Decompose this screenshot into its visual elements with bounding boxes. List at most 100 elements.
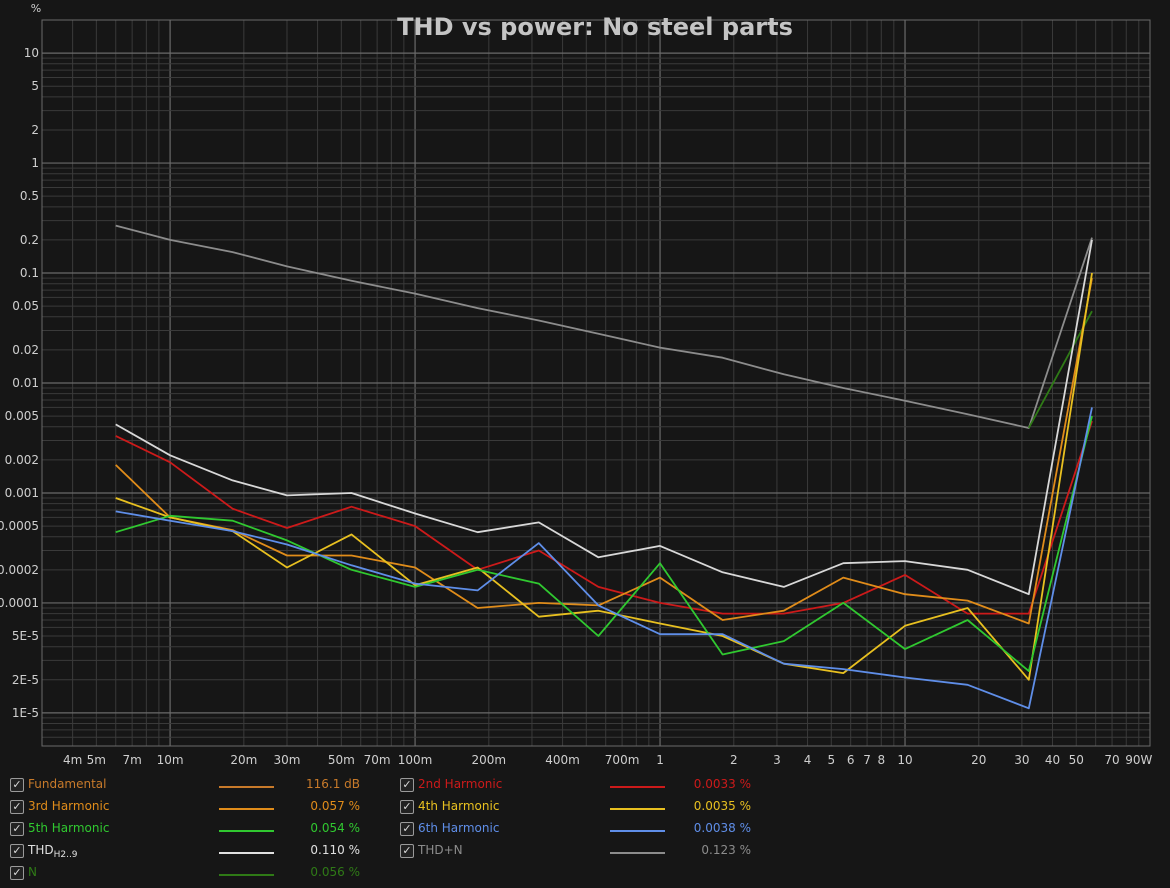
legend-item-4th-harmonic: ✓ 4th Harmonic 0.0035 % bbox=[0, 798, 1170, 820]
y-tick-label: 0.0002 bbox=[0, 563, 39, 577]
legend-item-thd: ✓ THDH2..9 0.110 % bbox=[0, 842, 1170, 864]
y-axis-unit: % bbox=[31, 2, 41, 15]
legend-value-fundamental: 116.1 dB bbox=[305, 777, 360, 791]
series-line-4th-harmonic bbox=[115, 272, 1093, 681]
series-lines bbox=[115, 224, 1093, 710]
legend-checkbox-2nd-harmonic[interactable]: ✓ bbox=[400, 778, 414, 792]
legend-label-thd: THDH2..9 bbox=[28, 843, 78, 860]
x-tick-label: 10m bbox=[157, 753, 184, 767]
legend-value-n: 0.056 % bbox=[310, 865, 360, 879]
legend-checkbox-fundamental[interactable]: ✓ bbox=[10, 778, 24, 792]
legend-swatch-thd-n bbox=[610, 852, 665, 854]
x-tick-label: 100m bbox=[398, 753, 433, 767]
legend-label-6th-harmonic: 6th Harmonic bbox=[418, 821, 500, 835]
x-tick-label: 70m bbox=[364, 753, 391, 767]
thd-chart: 4m 5m 7m 10m 20m 30m 50m 70m 100m 200m 400m 700m 1 2 3… bbox=[0, 2, 1153, 767]
legend-value-thd: 0.110 % bbox=[310, 843, 360, 857]
x-tick-label: 4m bbox=[63, 753, 82, 767]
legend-value-4th-harmonic: 0.0035 % bbox=[693, 799, 751, 813]
legend-value-5th-harmonic: 0.054 % bbox=[310, 821, 360, 835]
x-tick-label: 5 bbox=[827, 753, 835, 767]
y-tick-label: 0.1 bbox=[20, 266, 39, 280]
y-tick-label: 0.5 bbox=[20, 189, 39, 203]
legend-item-2nd-harmonic: ✓ 2nd Harmonic 0.0033 % bbox=[0, 776, 1170, 798]
x-tick-label: 200m bbox=[472, 753, 507, 767]
x-tick-label: 20 bbox=[971, 753, 986, 767]
legend-swatch-thd bbox=[219, 852, 274, 854]
y-tick-label: 10 bbox=[24, 46, 39, 60]
x-tick-label: 30m bbox=[273, 753, 300, 767]
series-line-thdh2-9 bbox=[115, 239, 1093, 596]
x-tick-label: 90W bbox=[1125, 753, 1152, 767]
legend-label-fundamental: Fundamental bbox=[28, 777, 107, 791]
x-tick-label: 7m bbox=[122, 753, 141, 767]
legend-value-6th-harmonic: 0.0038 % bbox=[693, 821, 751, 835]
legend-swatch-2nd-harmonic bbox=[610, 786, 665, 788]
y-tick-label: 0.002 bbox=[5, 453, 39, 467]
x-tick-label: 70 bbox=[1104, 753, 1119, 767]
legend-label-5th-harmonic: 5th Harmonic bbox=[28, 821, 110, 835]
y-tick-label: 0.0001 bbox=[0, 596, 39, 610]
legend-item-3rd-harmonic: ✓ 3rd Harmonic 0.057 % bbox=[0, 798, 1170, 820]
legend-checkbox-5th-harmonic[interactable]: ✓ bbox=[10, 822, 24, 836]
series-line-thd-n bbox=[115, 224, 1093, 429]
legend-label-4th-harmonic: 4th Harmonic bbox=[418, 799, 500, 813]
y-tick-label: 0.005 bbox=[5, 409, 39, 423]
legend-swatch-6th-harmonic bbox=[610, 830, 665, 832]
legend-item-5th-harmonic: ✓ 5th Harmonic 0.054 % bbox=[0, 820, 1170, 842]
y-tick-label: 0.05 bbox=[12, 299, 39, 313]
y-tick-label: 5E-5 bbox=[12, 629, 39, 643]
legend-value-2nd-harmonic: 0.0033 % bbox=[693, 777, 751, 791]
legend-checkbox-n[interactable]: ✓ bbox=[10, 866, 24, 880]
y-tick-labels: 10 5 2 1 0.5 0.2 0.1 0.05 0.02 0.01 0.005 0.002 0.00… bbox=[0, 46, 39, 720]
y-tick-label: 0.001 bbox=[5, 486, 39, 500]
y-tick-label: 2 bbox=[31, 123, 39, 137]
y-tick-label: 1E-5 bbox=[12, 706, 39, 720]
legend-checkbox-thd[interactable]: ✓ bbox=[10, 844, 24, 858]
legend-label-thd-n: THD+N bbox=[418, 843, 463, 857]
legend-value-3rd-harmonic: 0.057 % bbox=[310, 799, 360, 813]
y-tick-label: 0.2 bbox=[20, 233, 39, 247]
x-tick-label: 2 bbox=[730, 753, 738, 767]
y-tick-label: 1 bbox=[31, 156, 39, 170]
legend-checkbox-thd-n[interactable]: ✓ bbox=[400, 844, 414, 858]
legend-item-fundamental: ✓ Fundamental 116.1 dB bbox=[0, 776, 1170, 798]
x-tick-label: 10 bbox=[897, 753, 912, 767]
x-tick-label: 5m bbox=[87, 753, 106, 767]
series-line-2nd-harmonic bbox=[115, 420, 1093, 615]
legend-item-n: ✓ N 0.056 % bbox=[0, 864, 1170, 886]
y-tick-label: 0.0005 bbox=[0, 519, 39, 533]
x-tick-label: 700m bbox=[605, 753, 640, 767]
x-tick-label: 40 bbox=[1045, 753, 1060, 767]
x-tick-label: 50m bbox=[328, 753, 355, 767]
series-line-6th-harmonic bbox=[115, 407, 1093, 710]
legend: ✓ Fundamental 116.1 dB ✓ 2nd Harmonic 0.0033 … bbox=[0, 772, 1170, 888]
chart-title: THD vs power: No steel parts bbox=[397, 13, 793, 41]
x-tick-labels: 4m 5m 7m 10m 20m 30m 50m 70m 100m 200m 400m 700m 1 2 3… bbox=[63, 753, 1153, 767]
y-tick-label: 0.01 bbox=[12, 376, 39, 390]
legend-swatch-n bbox=[219, 874, 274, 876]
plot-frame bbox=[41, 19, 1151, 747]
legend-checkbox-3rd-harmonic[interactable]: ✓ bbox=[10, 800, 24, 814]
grid-lines bbox=[41, 19, 1151, 747]
x-tick-label: 400m bbox=[545, 753, 580, 767]
legend-checkbox-4th-harmonic[interactable]: ✓ bbox=[400, 800, 414, 814]
y-tick-label: 2E-5 bbox=[12, 673, 39, 687]
y-tick-label: 5 bbox=[31, 79, 39, 93]
y-tick-label: 0.02 bbox=[12, 343, 39, 357]
legend-checkbox-6th-harmonic[interactable]: ✓ bbox=[400, 822, 414, 836]
legend-value-thd-n: 0.123 % bbox=[701, 843, 751, 857]
x-tick-label: 7 bbox=[863, 753, 871, 767]
legend-swatch-5th-harmonic bbox=[219, 830, 274, 832]
legend-label-subscript: H2..9 bbox=[53, 850, 78, 860]
legend-swatch-3rd-harmonic bbox=[219, 808, 274, 810]
x-tick-label: 3 bbox=[773, 753, 781, 767]
x-tick-label: 20m bbox=[230, 753, 257, 767]
series-line-5th-harmonic bbox=[115, 415, 1093, 672]
legend-item-6th-harmonic: ✓ 6th Harmonic 0.0038 % bbox=[0, 820, 1170, 842]
legend-item-thd-n: ✓ THD+N 0.123 % bbox=[0, 842, 1170, 864]
legend-label-2nd-harmonic: 2nd Harmonic bbox=[418, 777, 503, 791]
legend-swatch-fundamental bbox=[219, 786, 274, 788]
series-line-3rd-harmonic bbox=[115, 277, 1093, 625]
x-tick-label: 1 bbox=[656, 753, 664, 767]
